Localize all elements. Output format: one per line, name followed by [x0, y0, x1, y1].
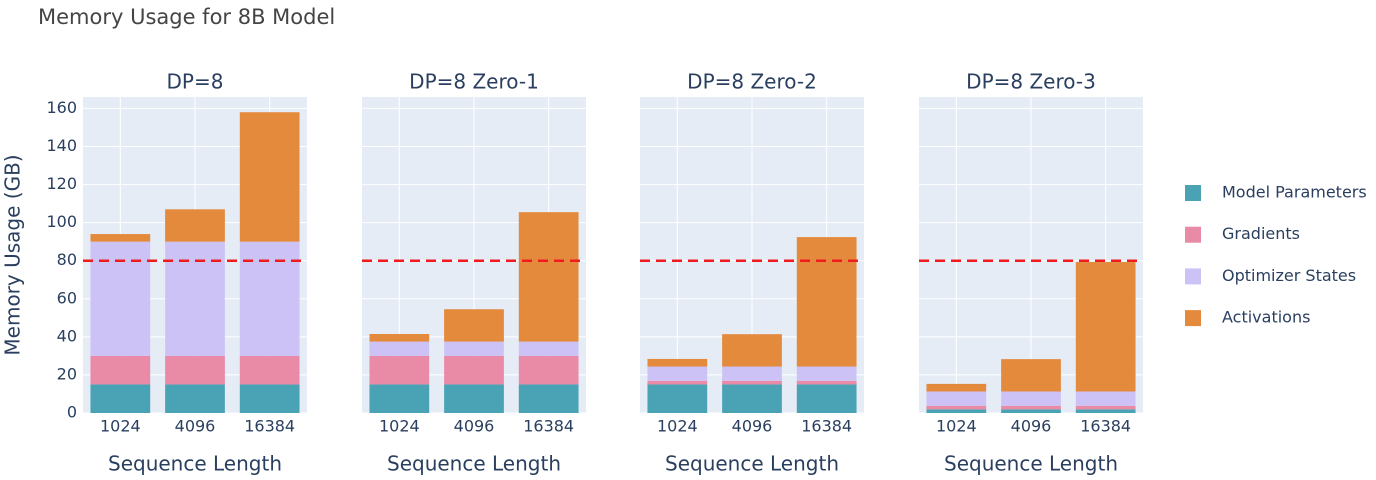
x-axis-title: Sequence Length [387, 452, 561, 476]
subplot-title: DP=8 Zero-3 [966, 70, 1096, 94]
bar-segment [239, 112, 300, 242]
legend-label: Model Parameters [1222, 183, 1367, 202]
bar-segment [444, 309, 504, 342]
bar-segment [796, 237, 857, 367]
bar-segment [369, 355, 430, 385]
bar-segment [518, 355, 579, 385]
bar-segment [239, 355, 300, 385]
bar-segment [926, 409, 987, 413]
x-tick-label: 16384 [1080, 417, 1131, 436]
x-tick-label: 1024 [657, 417, 698, 436]
bar-segment [518, 341, 579, 356]
y-tick-label: 100 [46, 212, 77, 231]
bar-segment [90, 384, 151, 413]
bar-segment [796, 384, 857, 413]
bar-segment [239, 384, 300, 413]
bar-segment [647, 366, 708, 381]
legend-swatch [1185, 185, 1201, 201]
x-tick-label: 16384 [523, 417, 574, 436]
bar-segment [796, 380, 857, 385]
x-tick-label: 1024 [100, 417, 141, 436]
bar-segment [90, 234, 151, 242]
bar-segment [926, 383, 987, 392]
y-tick-label: 40 [57, 326, 77, 345]
subplot-title: DP=8 Zero-1 [409, 70, 539, 94]
bar-segment [722, 380, 782, 385]
x-axis-title: Sequence Length [665, 452, 839, 476]
y-tick-label: 0 [67, 403, 77, 422]
bar-segment [926, 405, 987, 410]
bar-segment [1001, 405, 1061, 410]
y-tick-label: 20 [57, 364, 77, 383]
x-tick-label: 4096 [175, 417, 216, 436]
bar-segment [90, 355, 151, 385]
subplot-title: DP=8 [167, 70, 224, 94]
x-tick-label: 1024 [936, 417, 977, 436]
bar-segment [444, 384, 504, 413]
x-tick-label: 4096 [454, 417, 495, 436]
bar-segment [1075, 391, 1136, 406]
y-tick-label: 140 [46, 136, 77, 155]
legend-swatch [1185, 226, 1201, 243]
legend-swatch [1185, 310, 1201, 327]
x-tick-label: 4096 [732, 417, 773, 436]
x-axis-title: Sequence Length [944, 452, 1118, 476]
bar-segment [165, 384, 225, 413]
chart-title: Memory Usage for 8B Model [38, 5, 335, 29]
bar-segment [369, 384, 430, 413]
y-tick-label: 80 [57, 250, 77, 269]
bar-segment [1001, 359, 1061, 392]
bar-segment [1001, 391, 1061, 406]
bar-segment [722, 384, 782, 413]
bar-segment [1001, 409, 1061, 413]
bar-segment [796, 366, 857, 381]
y-tick-label: 160 [46, 98, 77, 117]
bar-segment [369, 334, 430, 342]
bar-segment [926, 391, 987, 406]
legend-swatch [1185, 268, 1201, 285]
bar-segment [444, 355, 504, 385]
bar-segment [1075, 409, 1136, 413]
bar-segment [165, 241, 225, 356]
bar-segment [722, 366, 782, 381]
y-tick-label: 120 [46, 174, 77, 193]
bar-segment [1075, 405, 1136, 410]
bar-segment [518, 212, 579, 342]
bar-segment [1075, 262, 1136, 392]
x-tick-label: 16384 [244, 417, 295, 436]
legend-label: Optimizer States [1222, 266, 1356, 285]
y-axis-title: Memory Usage (GB) [1, 154, 25, 355]
bar-segment [239, 241, 300, 356]
bar-segment [90, 241, 151, 356]
bar-segment [722, 334, 782, 367]
x-axis-title: Sequence Length [108, 452, 282, 476]
bar-segment [647, 384, 708, 413]
x-tick-label: 4096 [1011, 417, 1052, 436]
bar-segment [444, 341, 504, 356]
bar-segment [369, 341, 430, 356]
legend-label: Activations [1222, 308, 1310, 327]
bar-segment [165, 355, 225, 385]
x-tick-label: 1024 [379, 417, 420, 436]
x-tick-label: 16384 [801, 417, 852, 436]
legend-label: Gradients [1222, 224, 1300, 243]
bar-segment [518, 384, 579, 413]
bar-segment [647, 358, 708, 367]
bar-segment [165, 209, 225, 242]
bar-segment [647, 380, 708, 385]
subplot-title: DP=8 Zero-2 [687, 70, 817, 94]
y-tick-label: 60 [57, 288, 77, 307]
